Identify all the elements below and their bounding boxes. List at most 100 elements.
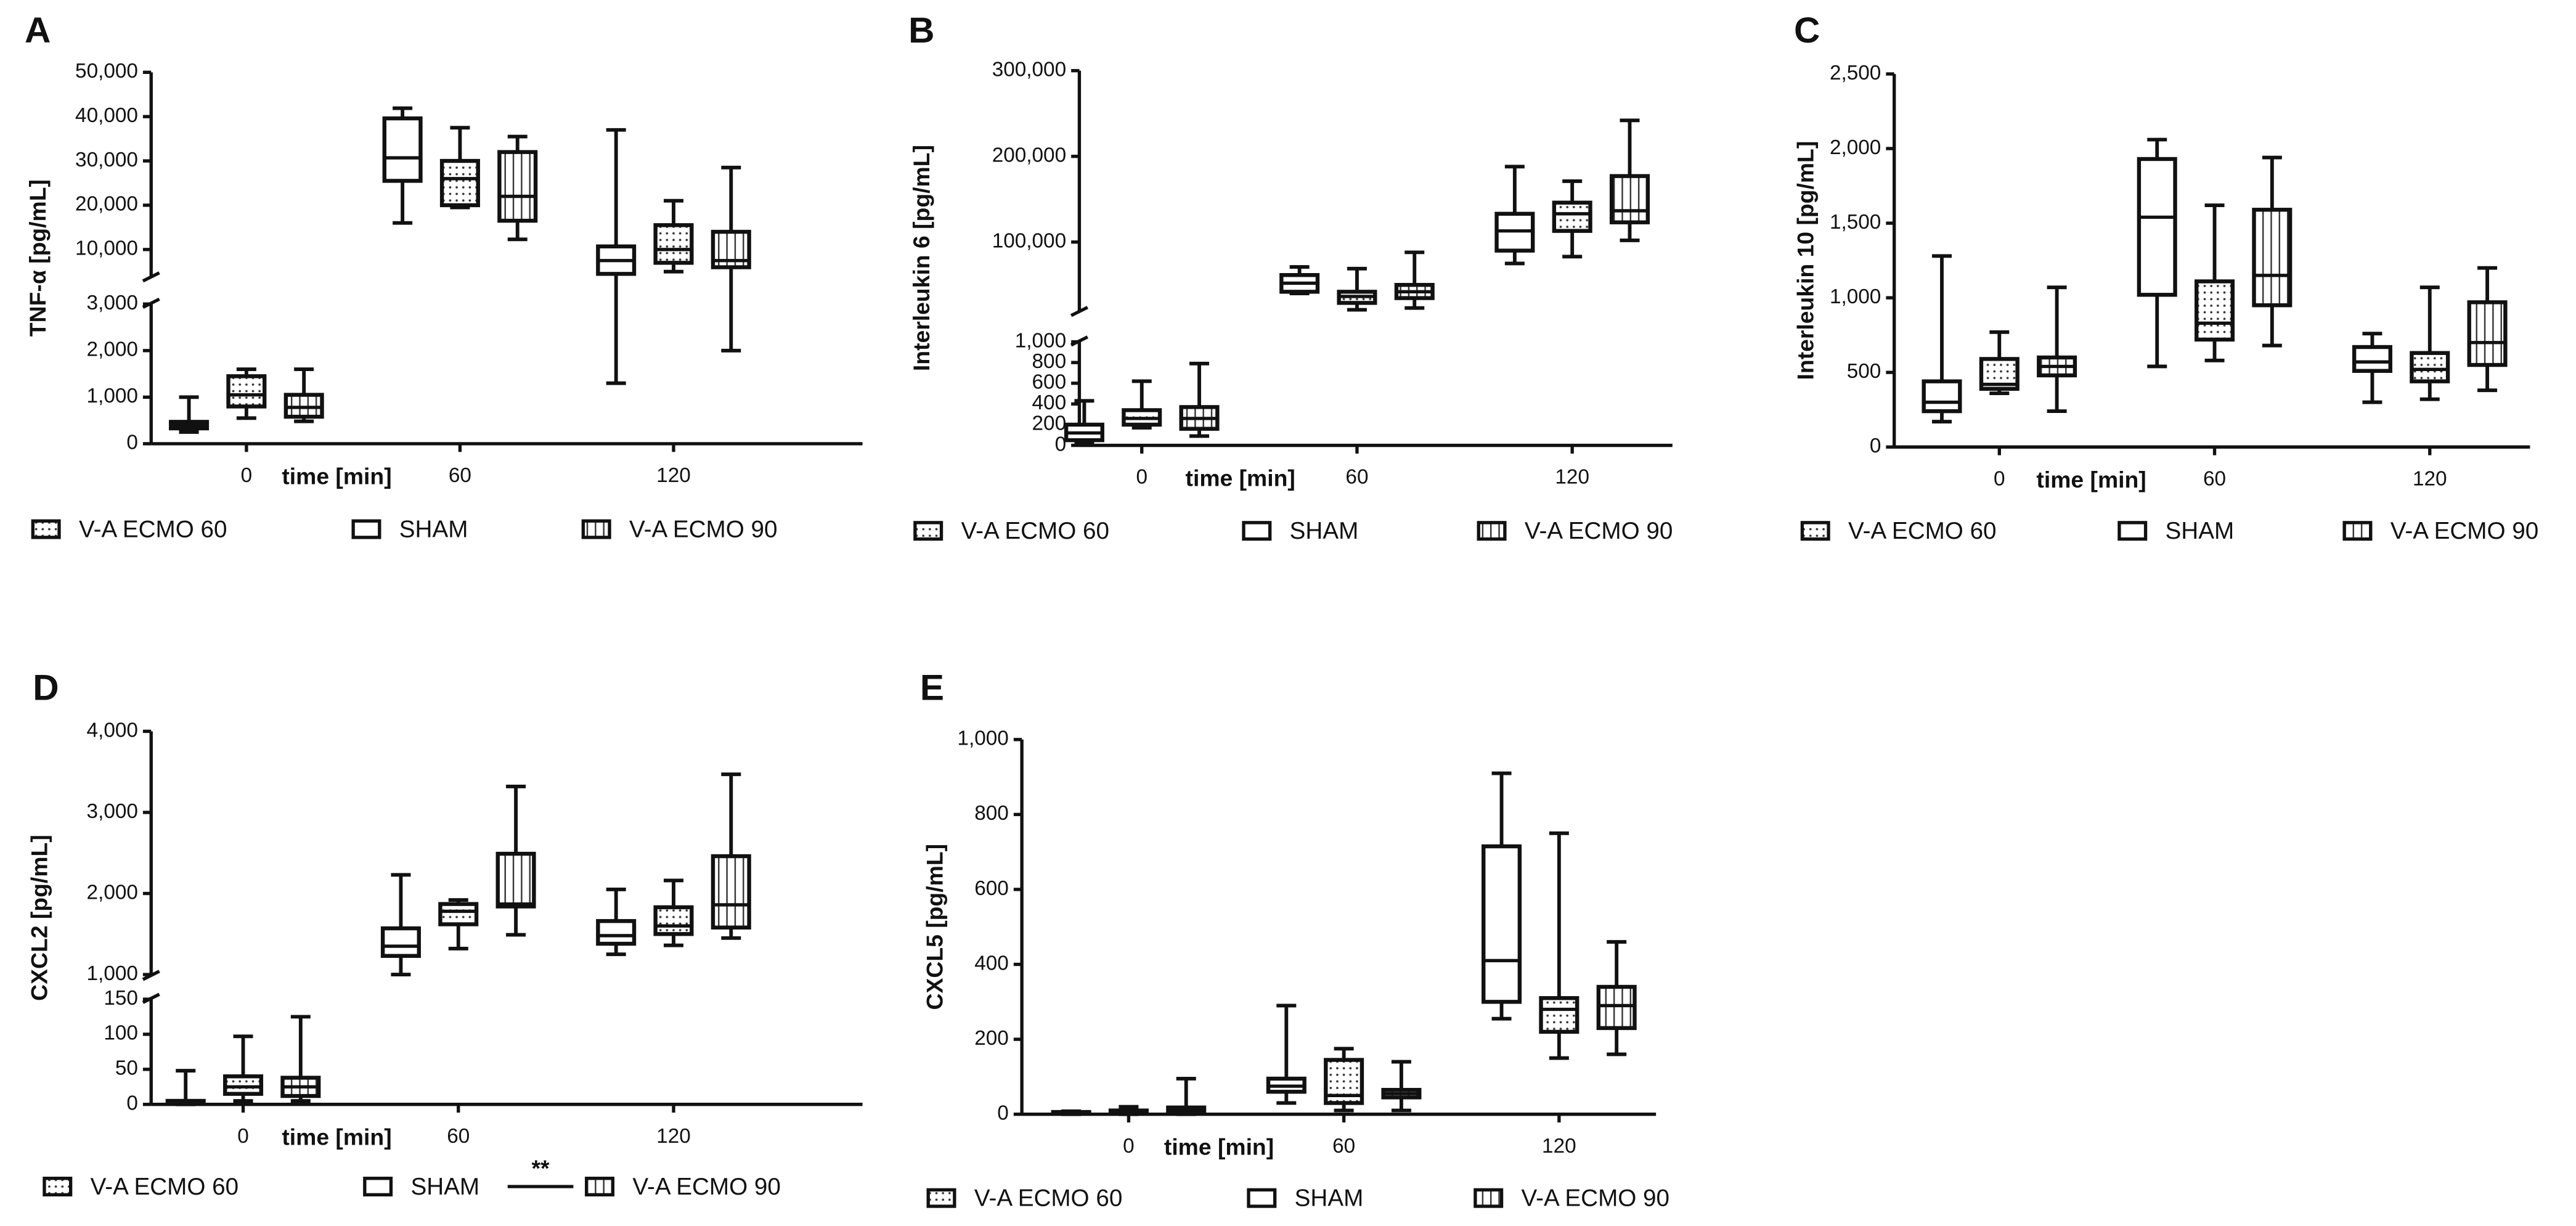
y-tick-label: 40,000 <box>75 104 138 127</box>
upper-whisker <box>1989 330 2010 359</box>
legend-swatch <box>363 1177 393 1197</box>
y-tick-label: 500 <box>1847 360 1881 383</box>
upper-whisker <box>290 1015 311 1078</box>
y-tick-label: 400 <box>974 952 1009 975</box>
box <box>382 116 423 183</box>
x-axis-label: time [min] <box>282 1124 391 1150</box>
axis-break <box>1070 335 1088 347</box>
legend-swatch <box>926 1188 956 1208</box>
lower-whisker <box>2262 305 2282 348</box>
y-axis-label: Interleukin 6 [pg/mL] <box>908 145 934 371</box>
lower-whisker <box>1620 222 1640 242</box>
legend-label: V-A ECMO 90 <box>2391 518 2539 544</box>
y-axis-label: TNF-α [pg/mL] <box>25 179 51 337</box>
lower-whisker <box>1491 1002 1512 1021</box>
y-tick-label: 30,000 <box>75 149 138 171</box>
y-tick-label: 2,500 <box>1830 62 1881 84</box>
legend-label: V-A ECMO 90 <box>1525 518 1673 544</box>
lower-whisker <box>2147 295 2167 369</box>
y-axis-label: CXCL5 [pg/mL] <box>921 844 947 1010</box>
lower-whisker <box>2204 339 2225 362</box>
legend-swatch <box>913 521 944 541</box>
upper-whisker <box>663 198 683 226</box>
lower-whisker <box>393 181 413 225</box>
box <box>1609 174 1650 224</box>
lower-whisker <box>1504 250 1525 266</box>
y-tick-label: 50,000 <box>75 60 138 83</box>
upper-whisker <box>2419 285 2440 353</box>
y-tick-label: 150 <box>104 987 138 1010</box>
x-tick-label: 120 <box>2413 467 2447 490</box>
x-tick-label: 0 <box>241 464 253 487</box>
x-tick-label: 120 <box>656 464 691 487</box>
axis-break <box>142 297 160 309</box>
legend-swatch <box>31 519 61 539</box>
upper-whisker <box>2047 285 2067 358</box>
box <box>2194 279 2235 342</box>
legend-label: V-A ECMO 90 <box>1522 1185 1670 1212</box>
legend-swatch <box>1477 521 1507 541</box>
box <box>1482 844 1522 1004</box>
legend-label: SHAM <box>1290 518 1359 544</box>
upper-whisker <box>1391 1060 1411 1090</box>
annotation: ** <box>532 1155 550 1181</box>
box <box>653 905 694 936</box>
y-tick-label: 1,500 <box>1830 211 1881 234</box>
y-tick-label: 600 <box>974 877 1009 900</box>
box <box>497 150 538 223</box>
y-tick-label: 50 <box>115 1057 138 1080</box>
upper-whisker <box>2262 155 2282 210</box>
y-tick-label: 0 <box>1870 435 1881 457</box>
axis-break <box>1070 306 1088 317</box>
box <box>1539 996 1579 1034</box>
y-tick-label: 600 <box>1032 371 1067 394</box>
box <box>223 1074 264 1096</box>
y-tick-label: 100 <box>104 1022 138 1045</box>
box <box>438 902 479 926</box>
upper-whisker <box>1504 165 1525 214</box>
legend-label: V-A ECMO 60 <box>974 1185 1123 1212</box>
legend-swatch <box>43 1177 73 1197</box>
box <box>2137 157 2177 297</box>
y-tick-label: 400 <box>1032 391 1067 414</box>
y-tick-label: 2,000 <box>1830 136 1881 159</box>
lower-whisker <box>1607 1028 1627 1056</box>
legend-label: V-A ECMO 90 <box>629 516 778 542</box>
y-tick-label: 0 <box>1055 433 1067 456</box>
legend-label: SHAM <box>2166 518 2235 544</box>
y-tick-label: 2,000 <box>87 881 138 904</box>
legend-label: V-A ECMO 90 <box>632 1174 781 1200</box>
legend-swatch <box>585 1177 615 1197</box>
legend-label: SHAM <box>410 1174 479 1200</box>
lower-whisker <box>721 267 741 353</box>
upper-whisker <box>176 1069 196 1101</box>
y-tick-label: 0 <box>126 431 138 454</box>
y-axis-label: Interleukin 10 [pg/mL] <box>1792 141 1818 380</box>
upper-whisker <box>1607 940 1627 987</box>
upper-whisker <box>1074 399 1094 425</box>
upper-whisker <box>2362 332 2382 348</box>
upper-whisker <box>450 126 470 161</box>
panel-label: C <box>1794 10 1820 51</box>
box <box>1922 379 1962 414</box>
axis-break <box>142 992 160 1004</box>
upper-whisker <box>507 134 528 152</box>
y-tick-label: 100,000 <box>992 229 1066 252</box>
upper-whisker <box>1276 1003 1297 1079</box>
panel-label: E <box>920 668 944 708</box>
upper-whisker <box>1131 379 1152 411</box>
lower-whisker <box>1391 1097 1411 1113</box>
upper-whisker <box>1620 118 1640 176</box>
legend-label: V-A ECMO 60 <box>1848 518 1997 544</box>
upper-whisker <box>1562 179 1583 203</box>
panel-label: A <box>25 10 51 51</box>
x-tick-label: 60 <box>449 464 471 487</box>
box <box>439 158 480 208</box>
x-axis-label: time [min] <box>1186 465 1295 491</box>
upper-whisker <box>1176 1077 1196 1108</box>
upper-whisker <box>2147 137 2167 159</box>
x-tick-label: 0 <box>237 1125 249 1148</box>
upper-whisker <box>1491 771 1512 847</box>
